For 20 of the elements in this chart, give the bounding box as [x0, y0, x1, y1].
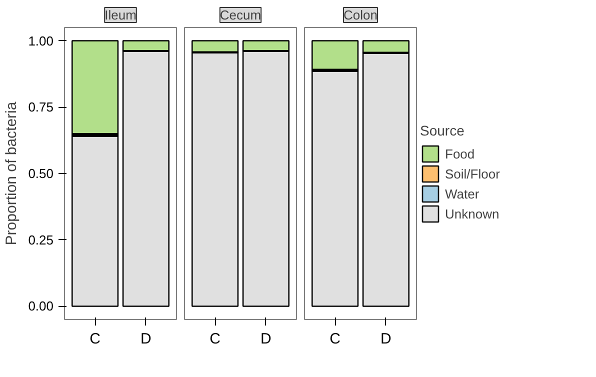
- x-tick-label: D: [260, 330, 272, 348]
- y-tick-label: 1.00: [28, 33, 54, 48]
- chart-title: Cecum: [220, 8, 262, 22]
- x-tick-label: C: [330, 330, 341, 348]
- chart-title: Colon: [344, 8, 378, 22]
- y-axis-title: Proportion of bacteria: [3, 101, 20, 246]
- legend-label: Food: [445, 146, 475, 161]
- x-tick-label: D: [380, 330, 392, 348]
- legend-title: Source: [420, 122, 466, 138]
- legend-label: Unknown: [445, 206, 500, 221]
- y-tick-label: 0.00: [28, 298, 54, 314]
- x-tick-label: C: [210, 330, 221, 348]
- y-tick-label: 0.25: [28, 232, 54, 248]
- y-tick-label: 0.50: [28, 166, 54, 181]
- chart-title: Ileum: [104, 8, 136, 22]
- x-tick-label: C: [90, 330, 101, 348]
- legend-label: Water: [445, 186, 480, 201]
- x-tick-label: D: [140, 330, 152, 348]
- legend-label: Soil/Floor: [445, 166, 500, 181]
- y-tick-label: 0.75: [28, 100, 54, 115]
